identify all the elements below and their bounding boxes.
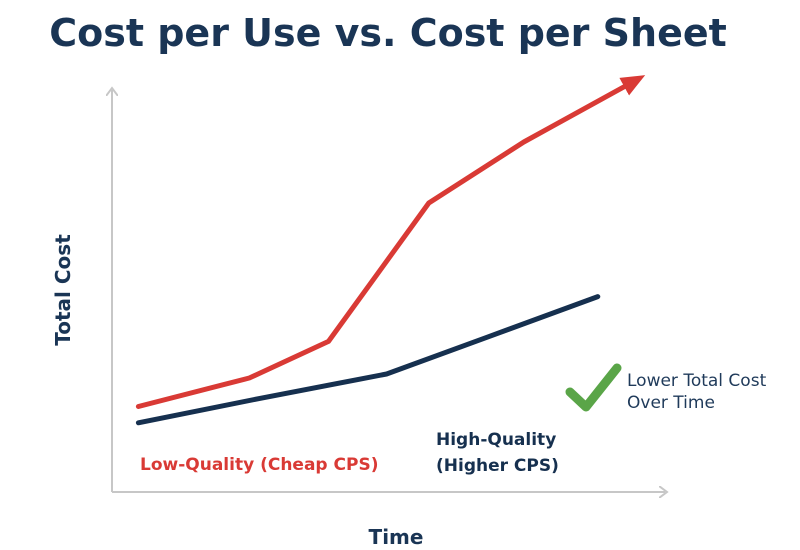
chart-title: Cost per Use vs. Cost per Sheet: [49, 11, 727, 55]
low-quality-label: Low-Quality (Cheap CPS): [140, 455, 378, 475]
y-axis-label: Total Cost: [51, 234, 75, 346]
series-layer: [135, 75, 646, 426]
low-quality-series-line: [135, 75, 646, 409]
x-axis-label: Time: [369, 525, 424, 549]
annotation-line-2: Over Time: [627, 393, 715, 413]
high-quality-series-line: [135, 294, 601, 426]
annotation-line-1: Lower Total Cost: [627, 371, 767, 391]
high-quality-label-line1: High-Quality: [436, 430, 556, 450]
high-quality-label-line2: (Higher CPS): [436, 456, 559, 476]
checkmark-icon: [565, 363, 622, 412]
